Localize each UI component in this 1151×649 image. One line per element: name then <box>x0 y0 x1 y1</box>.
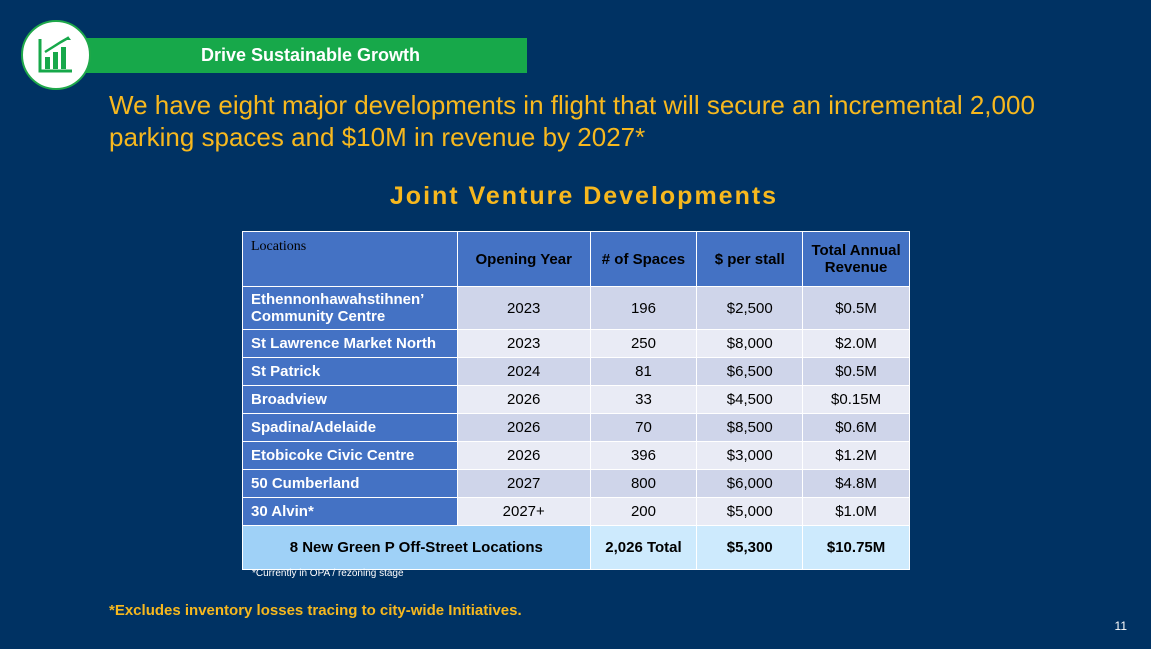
table-row: Broadview 2026 33 $4,500 $0.15M <box>242 385 910 414</box>
per-stall-cell: $3,000 <box>696 441 804 470</box>
location-cell: St Lawrence Market North <box>242 329 458 358</box>
revenue-cell: $0.5M <box>802 286 910 330</box>
total-spaces-cell: 2,026 Total <box>589 525 698 570</box>
location-cell: St Patrick <box>242 357 458 386</box>
header-opening-year: Opening Year <box>456 231 591 287</box>
spaces-cell: 70 <box>589 413 698 442</box>
total-row: 8 New Green P Off-Street Locations 2,026… <box>242 525 910 570</box>
table-row: Spadina/Adelaide 2026 70 $8,500 $0.6M <box>242 413 910 442</box>
location-cell: Spadina/Adelaide <box>242 413 458 442</box>
spaces-cell: 196 <box>589 286 698 330</box>
table-row: Ethennonhawahstihnen’ Community Centre 2… <box>242 286 910 330</box>
rezoning-footnote: *Currently in OPA / rezoning stage <box>252 568 404 579</box>
table-row: Etobicoke Civic Centre 2026 396 $3,000 $… <box>242 441 910 470</box>
revenue-cell: $2.0M <box>802 329 910 358</box>
spaces-cell: 396 <box>589 441 698 470</box>
opening-year-cell: 2024 <box>456 357 591 386</box>
total-per-stall-cell: $5,300 <box>696 525 804 570</box>
location-cell: Ethennonhawahstihnen’ Community Centre <box>242 286 458 330</box>
growth-chart-icon <box>38 36 72 73</box>
location-cell: Etobicoke Civic Centre <box>242 441 458 470</box>
page-number: 11 <box>1114 619 1127 633</box>
revenue-cell: $1.2M <box>802 441 910 470</box>
section-banner: Drive Sustainable Growth <box>86 38 527 73</box>
revenue-cell: $0.15M <box>802 385 910 414</box>
per-stall-cell: $8,000 <box>696 329 804 358</box>
opening-year-cell: 2026 <box>456 413 591 442</box>
spaces-cell: 250 <box>589 329 698 358</box>
section-banner-label: Drive Sustainable Growth <box>200 45 421 65</box>
table-title: Joint Venture Developments <box>389 182 779 210</box>
per-stall-cell: $6,000 <box>696 469 804 498</box>
header-locations: Locations <box>242 231 458 287</box>
revenue-cell: $4.8M <box>802 469 910 498</box>
header-total-revenue: Total Annual Revenue <box>802 231 910 287</box>
opening-year-cell: 2023 <box>456 329 591 358</box>
location-cell: 30 Alvin* <box>242 497 458 526</box>
per-stall-cell: $4,500 <box>696 385 804 414</box>
developments-table: Locations Opening Year # of Spaces $ per… <box>242 231 910 570</box>
table-header-row: Locations Opening Year # of Spaces $ per… <box>242 231 910 287</box>
spaces-cell: 33 <box>589 385 698 414</box>
table-row: 30 Alvin* 2027+ 200 $5,000 $1.0M <box>242 497 910 526</box>
per-stall-cell: $6,500 <box>696 357 804 386</box>
revenue-cell: $0.6M <box>802 413 910 442</box>
opening-year-cell: 2027 <box>456 469 591 498</box>
spaces-cell: 200 <box>589 497 698 526</box>
opening-year-cell: 2023 <box>456 286 591 330</box>
per-stall-cell: $8,500 <box>696 413 804 442</box>
headline: We have eight major developments in flig… <box>109 90 1035 152</box>
revenue-cell: $0.5M <box>802 357 910 386</box>
spaces-cell: 800 <box>589 469 698 498</box>
location-cell: Broadview <box>242 385 458 414</box>
table-row: St Patrick 2024 81 $6,500 $0.5M <box>242 357 910 386</box>
table-row: St Lawrence Market North 2023 250 $8,000… <box>242 329 910 358</box>
header-per-stall: $ per stall <box>696 231 804 287</box>
section-badge <box>21 20 91 90</box>
opening-year-cell: 2026 <box>456 385 591 414</box>
exclusion-note: *Excludes inventory losses tracing to ci… <box>109 602 522 619</box>
total-label-cell: 8 New Green P Off-Street Locations <box>242 525 591 570</box>
spaces-cell: 81 <box>589 357 698 386</box>
opening-year-cell: 2027+ <box>456 497 591 526</box>
location-cell: 50 Cumberland <box>242 469 458 498</box>
table-row: 50 Cumberland 2027 800 $6,000 $4.8M <box>242 469 910 498</box>
total-revenue-cell: $10.75M <box>802 525 910 570</box>
opening-year-cell: 2026 <box>456 441 591 470</box>
per-stall-cell: $5,000 <box>696 497 804 526</box>
per-stall-cell: $2,500 <box>696 286 804 330</box>
header-spaces: # of Spaces <box>589 231 698 287</box>
revenue-cell: $1.0M <box>802 497 910 526</box>
